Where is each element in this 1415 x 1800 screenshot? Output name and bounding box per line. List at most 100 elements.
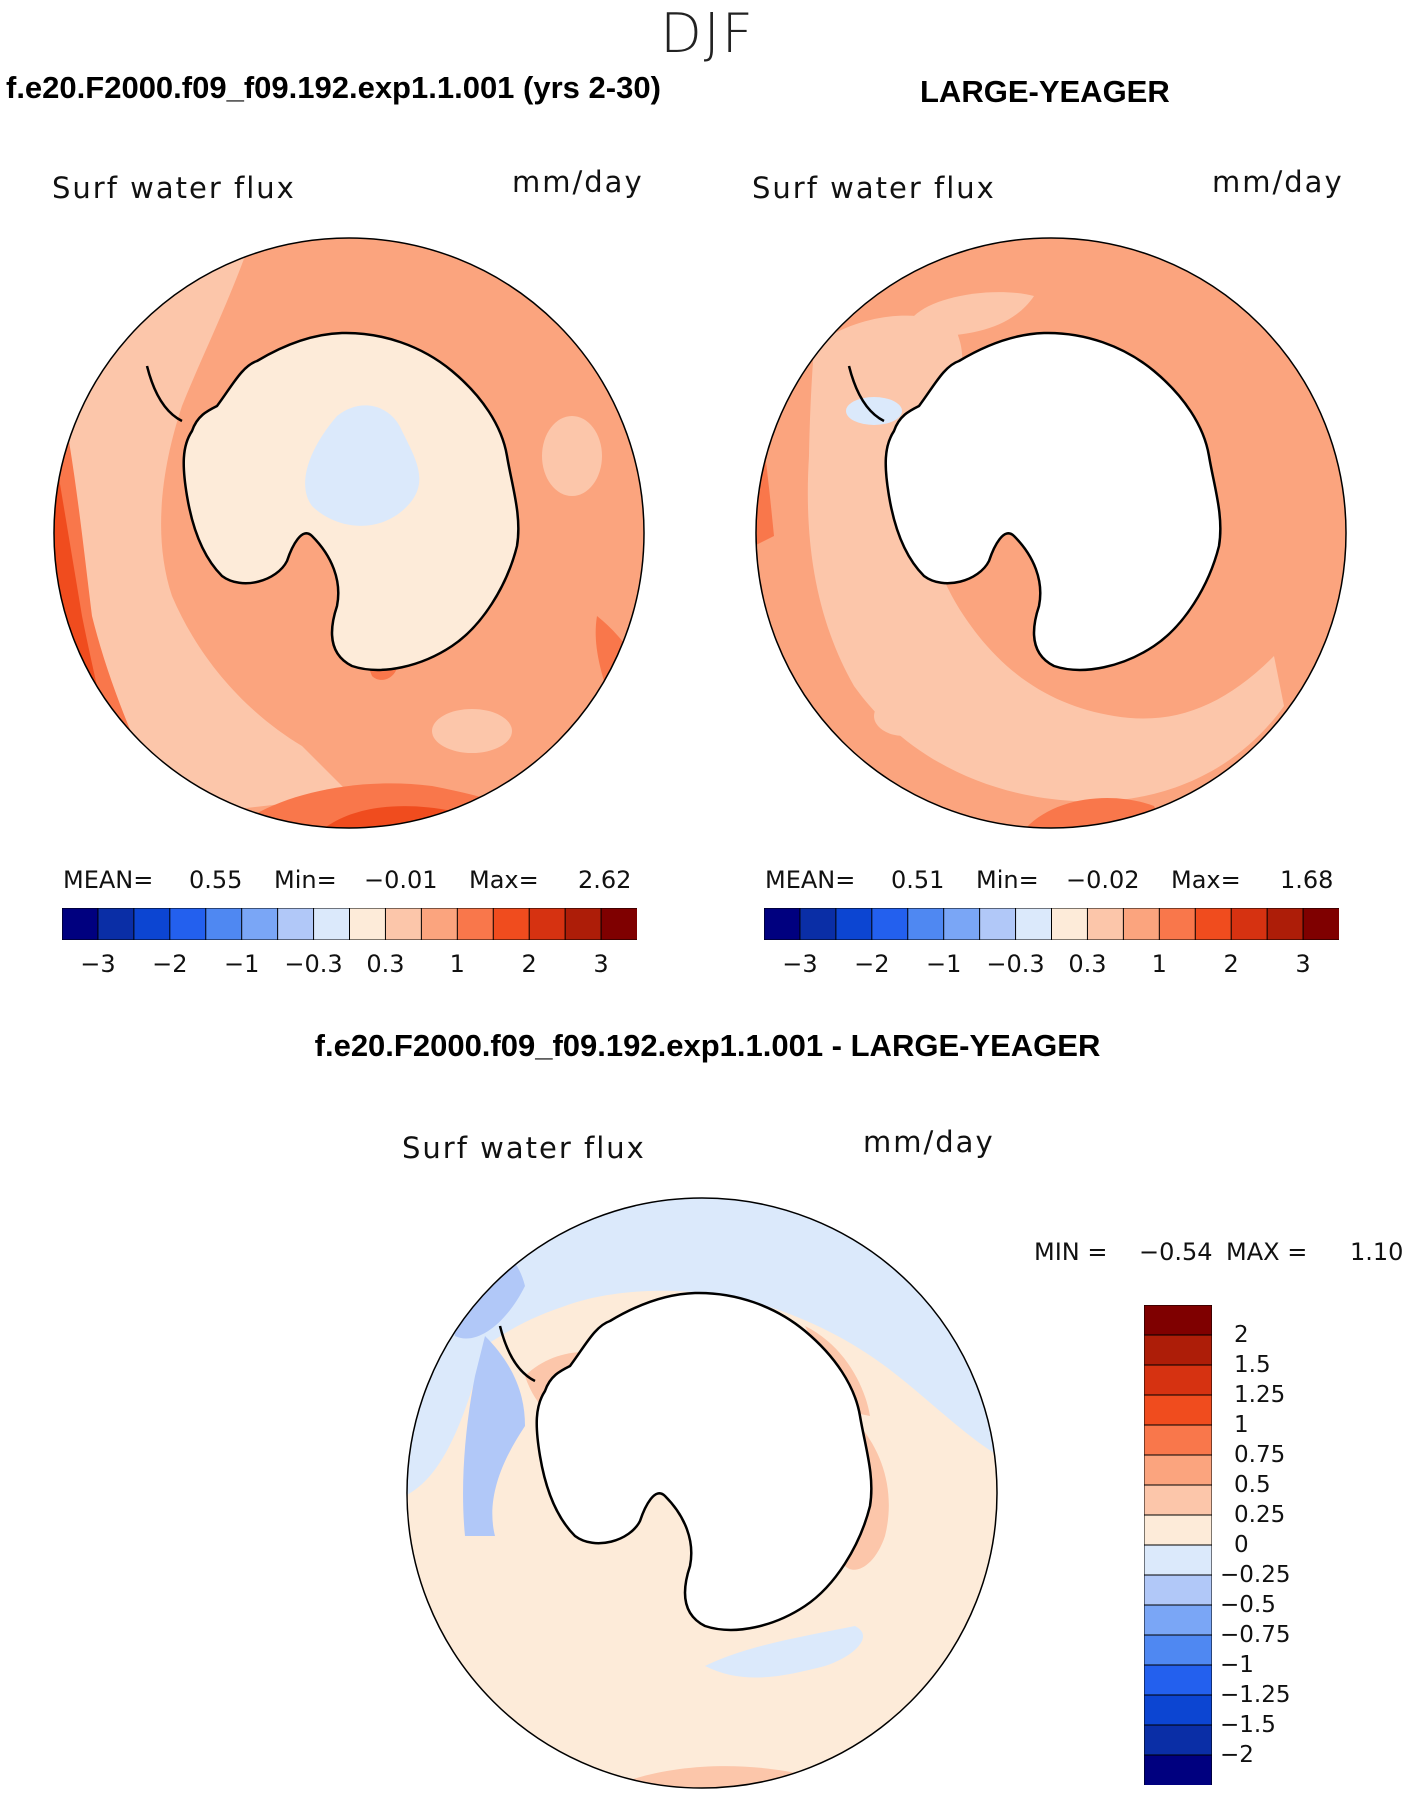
diff-colorbar-label: −0.75	[1220, 1622, 1291, 1648]
colorbar-swatch	[492, 908, 531, 940]
diff-colorbar-swatch	[1144, 1454, 1212, 1486]
colorbar-tick-label: 3	[593, 950, 609, 978]
panel1-variable-label: Surf water flux	[52, 171, 296, 205]
diff-colorbar-swatch	[1144, 1724, 1212, 1756]
colorbar-tick-label: −3	[80, 950, 116, 978]
colorbar-tick-label: −3	[782, 950, 818, 978]
colorbar-tick-label: −0.3	[284, 950, 343, 978]
diff-colorbar-swatch	[1144, 1544, 1212, 1576]
diff-min-label: MIN =	[1034, 1238, 1108, 1266]
panel2-min-value: −0.02	[1066, 866, 1140, 894]
panel1-min-value: −0.01	[364, 866, 438, 894]
panel1-units-label: mm/day	[512, 165, 644, 199]
colorbar-swatch	[1158, 908, 1197, 940]
panel2-max-value: 1.68	[1280, 866, 1334, 894]
diff-colorbar	[1144, 1305, 1212, 1785]
diff-stats: MIN = −0.54 MAX = 1.10	[1034, 1238, 1414, 1268]
diff-colorbar-labels: 2 1.5 1.25 1 0.75 0.5 0.25 0 −0.25 −0.5 −0.75 −1 −1.…	[1220, 1305, 1340, 1785]
panel2-units-label: mm/day	[1212, 165, 1344, 199]
panel1-mean-label: MEAN=	[63, 866, 154, 894]
diff-colorbar-label: −0.5	[1220, 1592, 1276, 1618]
diff-max-value: 1.10	[1350, 1238, 1404, 1266]
colorbar-tick-label: 2	[1223, 950, 1239, 978]
panel1-colorbar-ticks: −3 −2 −1 −0.3 0.3 1 2 3	[62, 950, 637, 980]
colorbar-swatch	[979, 908, 1017, 940]
colorbar-swatch	[1194, 908, 1233, 940]
colorbar-swatch	[277, 908, 315, 940]
diff-colorbar-swatch	[1144, 1634, 1212, 1666]
colorbar-tick-label: −1	[223, 950, 260, 978]
colorbar-swatch	[241, 908, 279, 940]
colorbar-tick-label: 3	[1295, 950, 1311, 978]
diff-colorbar-swatch	[1144, 1754, 1212, 1785]
colorbar-swatch	[564, 908, 603, 940]
diff-variable-label: Surf water flux	[402, 1131, 646, 1165]
diff-colorbar-swatch	[1144, 1694, 1212, 1726]
colorbar-swatch	[764, 908, 801, 940]
colorbar-swatch	[528, 908, 567, 940]
colorbar-swatch	[1086, 908, 1125, 940]
colorbar-swatch	[799, 908, 837, 940]
colorbar-tick-label: 1	[449, 950, 465, 978]
colorbar-swatch	[1051, 908, 1089, 940]
diff-colorbar-label: −0.25	[1220, 1562, 1291, 1588]
colorbar-tick-label: 0.3	[1068, 950, 1107, 978]
colorbar-swatch	[835, 908, 873, 940]
colorbar-tick-label: 1	[1151, 950, 1167, 978]
diff-colorbar-swatch	[1144, 1305, 1212, 1336]
diff-colorbar-swatch	[1144, 1484, 1212, 1516]
panel2-min-label: Min=	[976, 866, 1039, 894]
colorbar-swatch	[349, 908, 387, 940]
panel2-colorbar-ticks: −3 −2 −1 −0.3 0.3 1 2 3	[764, 950, 1339, 980]
panel2-variable-label: Surf water flux	[752, 171, 996, 205]
panel1-min-label: Min=	[274, 866, 337, 894]
diff-colorbar-label: 0	[1234, 1532, 1249, 1558]
colorbar-swatch	[1122, 908, 1161, 940]
diff-colorbar-label: −2	[1220, 1742, 1254, 1768]
colorbar-swatch	[1015, 908, 1053, 940]
diff-colorbar-label: 1.5	[1234, 1352, 1271, 1378]
diff-colorbar-swatch	[1144, 1334, 1212, 1366]
diff-colorbar-swatch	[1144, 1514, 1212, 1546]
diff-units-label: mm/day	[863, 1125, 995, 1159]
colorbar-tick-label: −0.3	[986, 950, 1045, 978]
diff-colorbar-label: 0.75	[1234, 1442, 1286, 1468]
colorbar-swatch	[169, 908, 207, 940]
panel2-polar-map	[755, 237, 1347, 829]
panel2-mean-value: 0.51	[891, 866, 945, 894]
colorbar-swatch	[313, 908, 351, 940]
colorbar-swatch	[97, 908, 135, 940]
colorbar-swatch	[62, 908, 99, 940]
panel1-colorbar	[62, 908, 637, 940]
diff-colorbar-label: 0.5	[1234, 1472, 1271, 1498]
colorbar-swatch	[384, 908, 423, 940]
panel1-max-value: 2.62	[578, 866, 632, 894]
season-title: DJF	[660, 2, 755, 65]
diff-colorbar-label: 2	[1234, 1322, 1249, 1348]
diff-colorbar-swatch	[1144, 1604, 1212, 1636]
colorbar-tick-label: −2	[854, 950, 890, 978]
panel2-colorbar	[764, 908, 1339, 940]
panel1-case-title: f.e20.F2000.f09_f09.192.exp1.1.001 (yrs …	[6, 70, 661, 105]
panel1-max-label: Max=	[469, 866, 539, 894]
diff-min-value: −0.54	[1139, 1238, 1213, 1266]
diff-colorbar-label: 0.25	[1234, 1502, 1286, 1528]
panel1-polar-map	[53, 237, 645, 829]
colorbar-swatch	[943, 908, 981, 940]
diff-colorbar-label: 1.25	[1234, 1382, 1286, 1408]
diff-colorbar-label: −1.5	[1220, 1712, 1276, 1738]
colorbar-swatch	[456, 908, 495, 940]
panel1-mean-value: 0.55	[189, 866, 243, 894]
colorbar-swatch	[1230, 908, 1269, 940]
diff-colorbar-swatch	[1144, 1424, 1212, 1456]
panel2-stats: MEAN= 0.51 Min= −0.02 Max= 1.68	[765, 866, 1345, 896]
colorbar-swatch	[907, 908, 945, 940]
panel2-case-title: LARGE-YEAGER	[920, 74, 1170, 109]
colorbar-swatch	[205, 908, 243, 940]
colorbar-tick-label: 2	[521, 950, 537, 978]
colorbar-tick-label: 0.3	[366, 950, 405, 978]
panel2-mean-label: MEAN=	[765, 866, 856, 894]
diff-max-label: MAX =	[1226, 1238, 1308, 1266]
panel2-max-label: Max=	[1171, 866, 1241, 894]
diff-colorbar-swatch	[1144, 1394, 1212, 1426]
